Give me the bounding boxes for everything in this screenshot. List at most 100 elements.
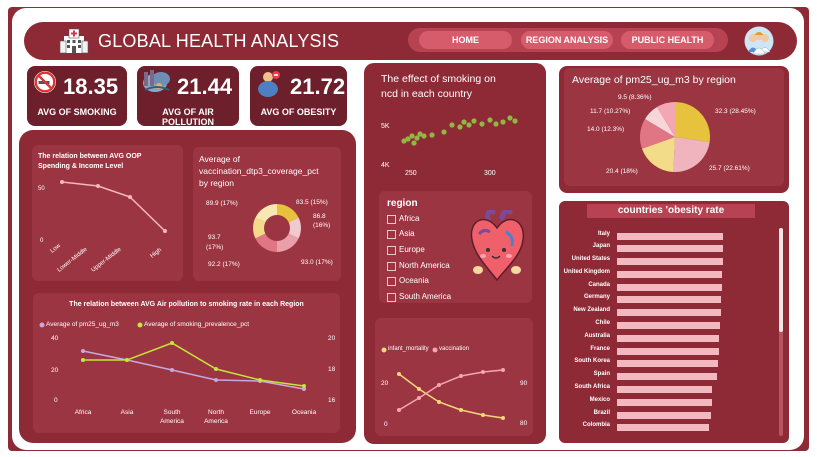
obesity-country-label: Brazil xyxy=(593,410,610,416)
air-x-label-asia: Asia xyxy=(121,409,134,416)
air-x-label-oceania: Oceania xyxy=(292,409,317,416)
air-pm25-line xyxy=(82,350,305,390)
mortality-infant-point xyxy=(397,372,401,376)
doctors-avatar-icon[interactable] xyxy=(743,26,775,56)
obesity-bar[interactable] xyxy=(617,284,722,291)
smoking-x-tick-250: 250 xyxy=(405,170,417,177)
air-pm25-point-north-america xyxy=(214,378,218,382)
oop-chart-title: The relation between AVG OOP xyxy=(38,153,142,160)
obesity-bar[interactable] xyxy=(617,271,722,278)
smoking-point xyxy=(449,122,455,128)
obesity-scrollbar-track[interactable] xyxy=(779,228,783,436)
pm25-label-e: 20.4 (18%) xyxy=(606,168,638,175)
region-slicer-title: region xyxy=(387,198,418,209)
air-pm25-point-south-america xyxy=(170,368,174,372)
obesity-bar[interactable] xyxy=(617,296,721,303)
mortality-legend-marker-infant xyxy=(381,347,387,353)
region-checkbox[interactable] xyxy=(387,230,396,239)
air-right-tick-16: 16 xyxy=(328,397,336,404)
mortality-left-tick-20: 20 xyxy=(381,380,389,387)
vacc-label-c2: (16%) xyxy=(313,222,331,229)
obesity-bar[interactable] xyxy=(617,412,711,419)
kpi-smoking-value: 18.35 xyxy=(63,74,119,99)
obesity-bar[interactable] xyxy=(617,309,721,316)
vacc-slice-6 xyxy=(255,204,277,223)
obesity-bar[interactable] xyxy=(617,258,723,265)
obesity-country-label: Colombia xyxy=(582,422,610,428)
oop-x-label-lower-middle: Lower-Middle xyxy=(57,246,90,273)
region-checkbox[interactable] xyxy=(387,246,396,255)
air-legend-marker-smoking xyxy=(137,322,143,328)
smoking-point xyxy=(405,136,411,142)
smoking-point xyxy=(411,140,417,146)
vacc-label-a: 89.9 (17%) xyxy=(206,200,238,207)
air-smoking-point-asia xyxy=(125,358,129,362)
smoking-point xyxy=(493,121,499,127)
smoking-chart-title-2: ncd in each country xyxy=(381,88,473,100)
air-pm25-point-oceania xyxy=(302,387,306,391)
mortality-vaccination-chart: infant_mortality vaccination 20 0 90 80 xyxy=(375,318,533,436)
obesity-bar[interactable] xyxy=(617,399,712,406)
vaccination-donut-chart: Average of vaccination_dtp3_coverage_pct… xyxy=(193,147,341,281)
pm25-label-a: 9.5 (8.36%) xyxy=(618,94,652,101)
obesity-bar[interactable] xyxy=(617,233,723,240)
obesity-bar[interactable] xyxy=(617,245,723,252)
air-right-tick-20: 20 xyxy=(328,335,336,342)
smoking-point xyxy=(457,124,463,130)
obesity-bar[interactable] xyxy=(617,335,719,342)
pm25-label-b: 11.7 (10.27%) xyxy=(590,108,631,115)
region-checkbox[interactable] xyxy=(387,262,396,271)
obesity-country-label: Spain xyxy=(593,371,610,377)
vacc-label-d1: 93.7 xyxy=(208,234,221,241)
region-checkbox[interactable] xyxy=(387,215,396,224)
kpi-card-smoking: 18.35 AVG OF SMOKING xyxy=(27,66,127,126)
vacc-donut-svg xyxy=(253,204,301,252)
obesity-scrollbar-thumb[interactable] xyxy=(779,228,783,332)
smoking-point xyxy=(401,138,407,144)
oop-chart-subtitle: Spending & Income Level xyxy=(38,163,124,170)
vacc-chart-title-1: Average of xyxy=(199,154,240,164)
pm25-slice-6 xyxy=(657,102,675,137)
obesity-bar[interactable] xyxy=(617,373,717,380)
no-smoking-icon xyxy=(33,70,57,94)
pm25-label-d: 32.3 (28.45%) xyxy=(715,108,756,115)
pm25-slice-1 xyxy=(675,102,710,143)
kpi-card-air-pollution: 21.44 AVG OF AIR POLLUTION xyxy=(137,66,239,127)
air-smoking-point-north-america xyxy=(214,367,218,371)
page-title: GLOBAL HEALTH ANALYSIS xyxy=(98,31,340,51)
nav-home-button[interactable]: HOME xyxy=(419,31,512,49)
vacc-slice-1 xyxy=(277,204,299,223)
nav-region-analysis-button[interactable]: REGION ANALYSIS xyxy=(521,31,613,49)
region-checkbox[interactable] xyxy=(387,277,396,286)
obesity-country-label: Germany xyxy=(583,294,610,300)
region-checkbox[interactable] xyxy=(387,293,396,302)
mortality-legend-marker-vaccination xyxy=(432,347,438,353)
pm25-slice-2 xyxy=(673,137,710,173)
pm25-slice-5 xyxy=(645,107,675,137)
smoking-point xyxy=(417,131,423,137)
mortality-vaccination-point xyxy=(397,408,401,412)
oop-series-line xyxy=(61,181,166,232)
obesity-country-label: United Kingdom xyxy=(563,269,610,275)
pm25-slice-4 xyxy=(639,119,675,149)
obesity-bar[interactable] xyxy=(617,348,719,355)
air-pm25-point-africa xyxy=(81,349,85,353)
obesity-country-label: United States xyxy=(571,256,610,262)
obesity-bar[interactable] xyxy=(617,386,712,393)
mortality-right-tick-90: 90 xyxy=(520,380,528,387)
vacc-label-d2: (17%) xyxy=(206,244,224,251)
obesity-bar[interactable] xyxy=(617,360,718,367)
nav-public-health-button[interactable]: PUBLIC HEALTH xyxy=(621,31,714,49)
mortality-infant-point xyxy=(437,400,441,404)
air-legend xyxy=(39,322,143,328)
obesity-bar[interactable] xyxy=(617,424,709,431)
mortality-line-plot xyxy=(397,368,505,420)
oop-point-lower-middle xyxy=(96,184,100,188)
obesity-bar[interactable] xyxy=(617,322,720,329)
pm25-chart-title: Average of pm25_ug_m3 by region xyxy=(572,74,736,86)
air-smoking-point-south-america xyxy=(170,341,174,345)
region-label: Africa xyxy=(399,214,420,223)
smoking-y-tick-4k: 4K xyxy=(381,162,390,169)
pm25-slice-3 xyxy=(642,137,675,172)
obesity-country-label: Canada xyxy=(588,282,610,288)
